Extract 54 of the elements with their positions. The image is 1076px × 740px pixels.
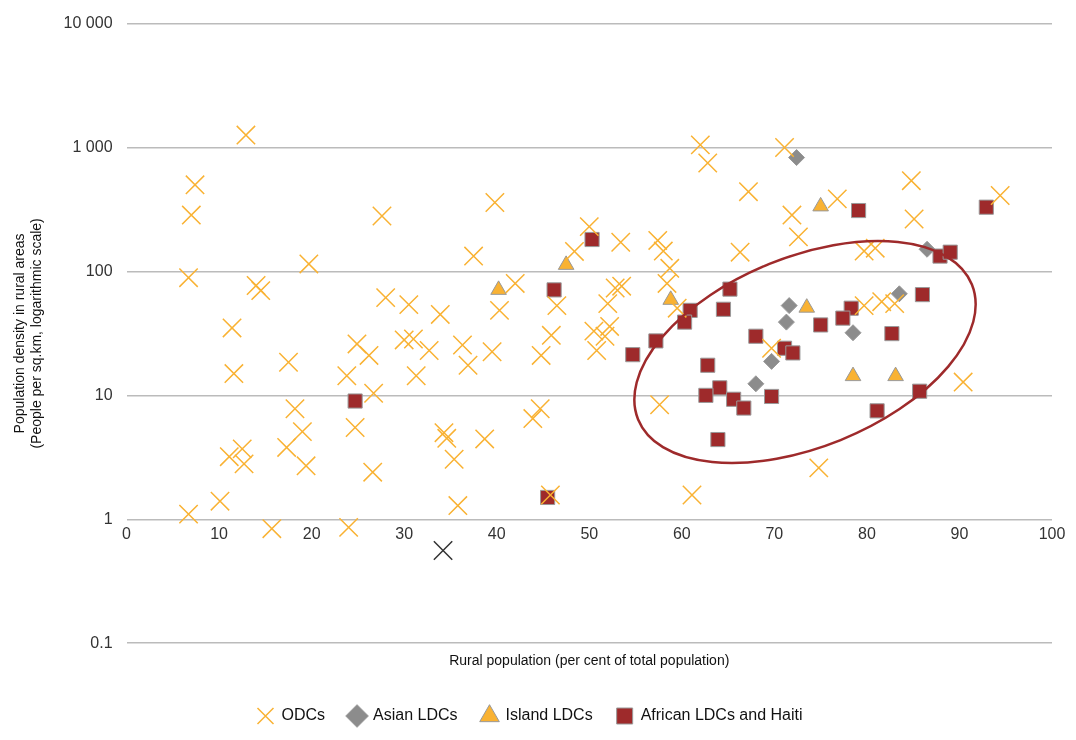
point [700,357,716,373]
point [677,314,693,330]
x-tick-label: 80 [858,525,876,543]
point [747,375,765,393]
x-tick-label: 30 [395,525,414,543]
point [777,313,795,331]
x-tick-label: 0 [122,525,132,543]
point [712,380,728,396]
point [584,231,600,248]
x-tick-label: 70 [765,525,784,543]
x-tick-label: 50 [580,525,599,543]
legend-label: Asian LDCs [373,706,458,724]
point [942,244,958,260]
point [546,282,562,298]
point [978,199,994,215]
point [780,297,798,315]
x-tick-label: 10 [210,525,229,543]
point [851,202,867,219]
point [736,400,752,416]
point [914,287,931,303]
y-tick-label: 10 000 [63,14,113,32]
point [788,149,806,167]
point [884,326,900,342]
legend-label: Island LDCs [505,706,593,724]
y-tick-label: 1 [103,509,113,527]
point [648,333,664,349]
point [722,281,738,297]
point [347,393,363,409]
x-tick-label: 20 [302,525,321,543]
y-tick-label: 1 000 [72,137,113,155]
legend-label: ODCs [281,706,326,724]
y-tick-label: 0.1 [90,633,113,651]
y-tick-label: 10 [94,385,113,403]
legend-label: African LDCs and Haiti [640,706,803,724]
point [763,352,781,370]
point [698,387,714,403]
point [813,317,829,333]
point [785,345,801,361]
y-tick-label: 100 [85,261,113,279]
y-axis-title: Population density in rural areas (People per sq.km, logarithmic scale) [11,218,45,449]
x-tick-label: 40 [487,525,506,543]
point [625,347,641,363]
point [835,310,851,326]
point [748,328,764,344]
x-tick-label: 100 [1038,525,1066,543]
x-tick-label: 60 [672,525,691,543]
point [869,403,885,419]
point [433,540,453,561]
x-axis-title: Rural population (per cent of total population) [449,652,730,669]
point [715,301,732,317]
point [844,324,862,342]
x-tick-label: 90 [950,525,969,543]
point [764,388,780,405]
point [710,431,726,448]
